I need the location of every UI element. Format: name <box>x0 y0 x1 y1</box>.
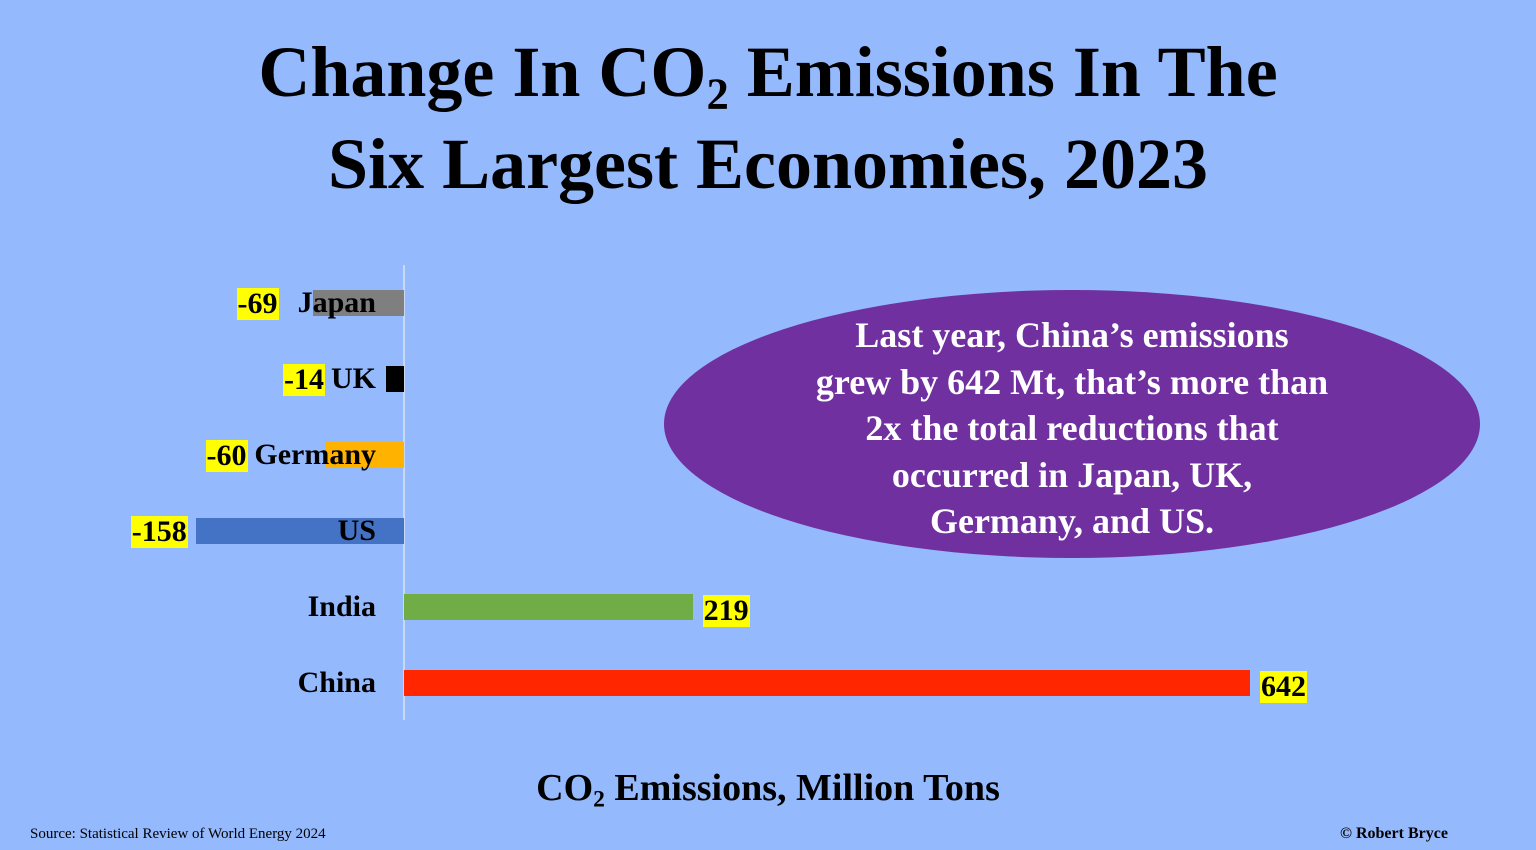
xlabel-subscript: 2 <box>593 786 605 813</box>
chart-title-line-2: Six Largest Economies, 2023 <box>328 124 1208 204</box>
value-label: -158 <box>130 515 188 548</box>
bar-us <box>195 518 404 544</box>
bar-uk <box>385 366 404 392</box>
annotation-line: Germany, and US. <box>929 501 1215 541</box>
title-text: Emissions In The <box>728 32 1278 112</box>
category-label: China <box>297 666 376 699</box>
category-label: Japan <box>297 286 376 319</box>
value-label: -60 <box>205 439 248 472</box>
value-label: 642 <box>1260 670 1307 703</box>
annotation-line: Last year, China’s emissions <box>855 315 1289 355</box>
value-label: 219 <box>702 594 750 627</box>
xlabel-text: Emissions, Million Tons <box>604 767 1000 809</box>
category-label: US <box>337 514 376 547</box>
bar-china <box>404 670 1250 696</box>
annotation-ellipse <box>664 290 1480 558</box>
category-label: Germany <box>254 438 376 471</box>
value-label: -14 <box>283 363 325 396</box>
category-label: India <box>307 590 376 623</box>
value-label: -69 <box>236 287 279 320</box>
annotation-line: 2x the total reductions that <box>865 408 1279 448</box>
title-text: Change In CO <box>258 32 707 112</box>
title-subscript: 2 <box>706 68 729 119</box>
bar-japan <box>313 290 404 316</box>
chart-title-line-1: Change In CO2 Emissions In The <box>0 26 1536 118</box>
annotation-line: grew by 642 Mt, that’s more than <box>815 361 1329 402</box>
bar-germany <box>324 442 404 468</box>
bar-india <box>404 594 693 620</box>
annotation-line: occurred in Japan, UK, <box>891 454 1253 495</box>
source-note: Source: Statistical Review of World Ener… <box>30 826 326 842</box>
zero-axis-line <box>403 265 405 720</box>
credit-note: © Robert Bryce <box>1340 825 1448 842</box>
annotation-text: Last year, China’s emissions grew by 642… <box>760 312 1384 545</box>
category-label: UK <box>331 362 376 395</box>
x-axis-label: CO2 Emissions, Million Tons <box>0 766 1536 813</box>
xlabel-text: CO <box>536 767 594 809</box>
